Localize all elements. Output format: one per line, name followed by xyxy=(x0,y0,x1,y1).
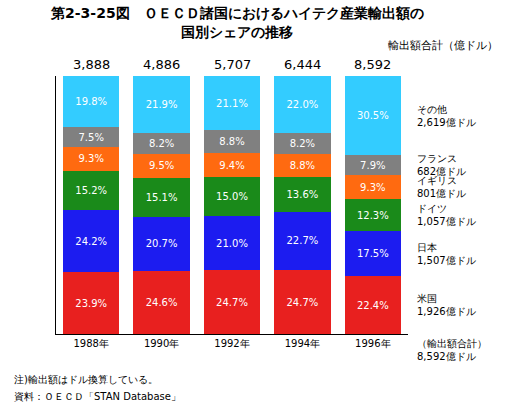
svg-text:8.2%: 8.2% xyxy=(290,138,315,149)
svg-text:19.8%: 19.8% xyxy=(75,96,107,107)
svg-text:その他2,619億ドル: その他2,619億ドル xyxy=(417,104,476,128)
svg-text:9.4%: 9.4% xyxy=(219,160,244,171)
svg-text:15.1%: 15.1% xyxy=(146,192,178,203)
svg-text:1990年: 1990年 xyxy=(144,338,179,349)
svg-text:資料：ＯＥＣＤ「STAN Database」: 資料：ＯＥＣＤ「STAN Database」 xyxy=(14,391,181,402)
svg-text:7.5%: 7.5% xyxy=(78,132,103,143)
svg-text:1994年: 1994年 xyxy=(285,338,320,349)
svg-text:フランス682億ドル: フランス682億ドル xyxy=(417,153,466,177)
svg-text:24.6%: 24.6% xyxy=(146,297,178,308)
svg-text:24.2%: 24.2% xyxy=(75,236,107,247)
svg-text:9.3%: 9.3% xyxy=(360,182,385,193)
svg-text:5,707: 5,707 xyxy=(214,57,251,72)
svg-text:8.8%: 8.8% xyxy=(290,160,315,171)
svg-text:21.1%: 21.1% xyxy=(216,98,248,109)
svg-text:輸出額合計（億ドル）: 輸出額合計（億ドル） xyxy=(388,39,498,52)
svg-text:1988年: 1988年 xyxy=(73,338,108,349)
svg-text:22.4%: 22.4% xyxy=(357,300,389,311)
svg-text:イギリス801億ドル: イギリス801億ドル xyxy=(417,175,466,199)
svg-text:9.3%: 9.3% xyxy=(78,153,103,164)
svg-text:15.2%: 15.2% xyxy=(75,185,107,196)
svg-text:米国1,926億ドル: 米国1,926億ドル xyxy=(417,293,476,317)
svg-text:第2-3-25図 ＯＥＣＤ諸国におけるハイテク産業輸出額の国: 第2-3-25図 ＯＥＣＤ諸国におけるハイテク産業輸出額の国別シェアの推移 xyxy=(50,5,424,39)
svg-text:22.7%: 22.7% xyxy=(287,235,319,246)
svg-text:23.9%: 23.9% xyxy=(75,298,107,309)
svg-text:13.6%: 13.6% xyxy=(287,189,319,200)
svg-text:21.9%: 21.9% xyxy=(146,99,178,110)
svg-text:8.2%: 8.2% xyxy=(149,138,174,149)
svg-text:4,886: 4,886 xyxy=(143,57,180,72)
svg-text:日本1,507億ドル: 日本1,507億ドル xyxy=(417,242,476,266)
svg-text:8.8%: 8.8% xyxy=(219,136,244,147)
svg-text:24.7%: 24.7% xyxy=(216,297,248,308)
svg-text:15.0%: 15.0% xyxy=(216,191,248,202)
svg-text:21.0%: 21.0% xyxy=(216,238,248,249)
svg-text:ドイツ1,057億ドル: ドイツ1,057億ドル xyxy=(417,203,476,227)
svg-text:20.7%: 20.7% xyxy=(146,238,178,249)
svg-text:17.5%: 17.5% xyxy=(357,248,389,259)
svg-text:8,592: 8,592 xyxy=(354,57,391,72)
svg-text:注)輸出額はドル換算している。: 注)輸出額はドル換算している。 xyxy=(14,374,158,385)
svg-text:1996年: 1996年 xyxy=(355,338,390,349)
svg-text:1992年: 1992年 xyxy=(214,338,249,349)
svg-text:3,888: 3,888 xyxy=(73,57,110,72)
svg-text:24.7%: 24.7% xyxy=(287,297,319,308)
svg-text:（輸出額合計）8,592億ドル: （輸出額合計）8,592億ドル xyxy=(417,338,487,362)
svg-text:22.0%: 22.0% xyxy=(287,99,319,110)
svg-text:12.3%: 12.3% xyxy=(357,210,389,221)
svg-text:6,444: 6,444 xyxy=(284,57,321,72)
svg-text:30.5%: 30.5% xyxy=(357,110,389,121)
svg-text:7.9%: 7.9% xyxy=(360,160,385,171)
svg-text:9.5%: 9.5% xyxy=(149,160,174,171)
